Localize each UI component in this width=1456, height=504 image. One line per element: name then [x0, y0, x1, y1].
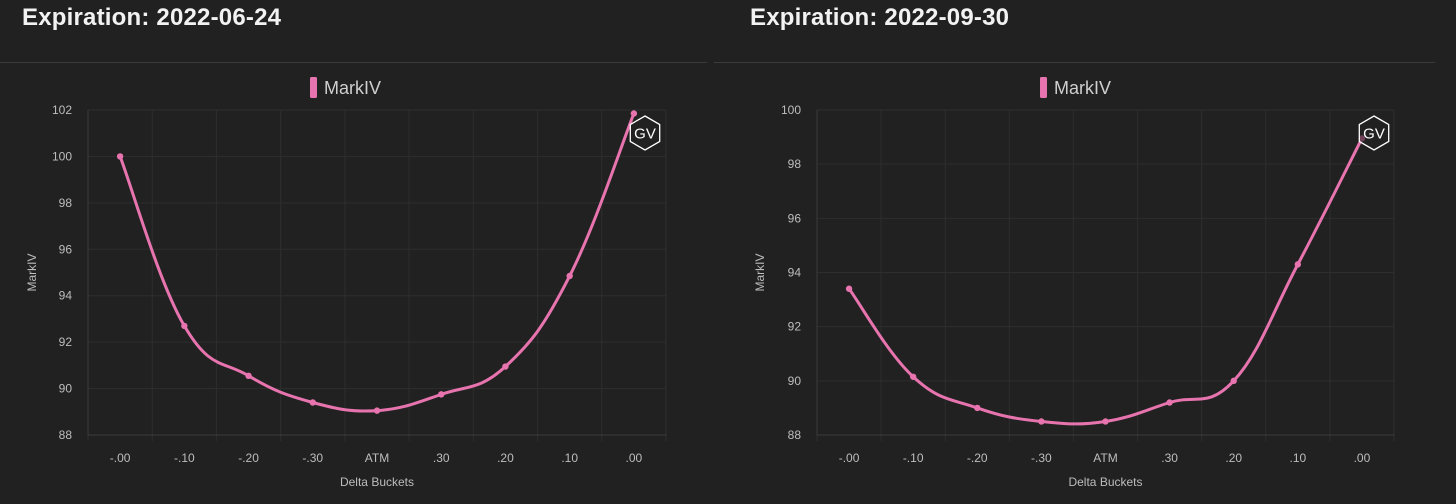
data-point[interactable]	[181, 322, 188, 330]
data-point[interactable]	[630, 110, 638, 117]
x-tick-label: -.30	[1031, 451, 1052, 465]
data-point[interactable]	[1166, 399, 1173, 406]
title-divider	[714, 62, 1435, 63]
markiv-line-chart: 88 90 92 94 96 98 100 102 -.00 -.10 -.20 -.30 ATM .30…	[25, 77, 667, 489]
series-line-markiv	[847, 136, 1364, 426]
hexagon-logo-icon	[629, 115, 661, 151]
grid	[816, 109, 1395, 441]
x-tick-label: .30	[433, 451, 450, 465]
watermark-text: GV	[634, 126, 656, 143]
x-tick-label: .00	[626, 451, 643, 465]
x-tick-label: -.10	[903, 451, 924, 465]
legend-swatch	[1040, 77, 1047, 98]
y-axis-title: MarkIV	[753, 253, 767, 291]
x-tick-label: .20	[1225, 451, 1242, 465]
y-tick-label: 92	[788, 320, 802, 334]
data-point[interactable]	[1294, 261, 1302, 268]
y-tick-label: 90	[59, 382, 73, 396]
y-tick-label: 90	[788, 374, 802, 388]
data-point[interactable]	[845, 285, 853, 292]
y-tick-label: 100	[52, 149, 72, 163]
y-tick-label: 92	[59, 335, 73, 349]
y-tick-label: 94	[788, 266, 802, 280]
hexagon-logo-icon	[1358, 115, 1390, 151]
data-point[interactable]	[1038, 418, 1045, 425]
x-tick-label: ATM	[365, 451, 389, 465]
data-point[interactable]	[373, 407, 381, 414]
x-tick-label: .10	[1289, 451, 1306, 465]
x-axis-title: Delta Buckets	[1068, 475, 1142, 489]
chart-panel-0930: Expiration: 2022-09-30 88 90 92 94 96 98 100 -.…	[714, 0, 1456, 504]
data-point[interactable]	[909, 373, 917, 380]
data-point[interactable]	[309, 399, 316, 406]
y-tick-label: 88	[59, 428, 73, 442]
y-tick-label: 100	[781, 103, 801, 117]
x-tick-label: -.00	[110, 451, 131, 465]
legend[interactable]: MarkIV	[310, 77, 381, 98]
y-tick-label: 96	[59, 242, 73, 256]
data-point[interactable]	[1102, 418, 1109, 425]
data-point[interactable]	[1230, 377, 1237, 385]
expiration-title: Expiration: 2022-06-24	[22, 4, 282, 31]
legend[interactable]: MarkIV	[1040, 77, 1111, 98]
legend-label: MarkIV	[324, 78, 381, 98]
y-axis-title: MarkIV	[25, 253, 39, 291]
x-axis-title: Delta Buckets	[340, 475, 414, 489]
x-tick-label: -.00	[839, 451, 860, 465]
data-point[interactable]	[502, 363, 509, 370]
x-tick-label: -.20	[967, 451, 988, 465]
x-tick-label: .20	[497, 451, 514, 465]
markiv-line-chart: 88 90 92 94 96 98 100 -.00 -.10 -.20 -.30 ATM .30 .20…	[753, 77, 1395, 489]
data-point[interactable]	[438, 391, 445, 398]
y-tick-label: 102	[52, 103, 72, 117]
y-tick-label: 98	[59, 196, 73, 210]
title-divider	[0, 62, 707, 63]
y-tick-label: 96	[788, 211, 802, 225]
data-point[interactable]	[245, 372, 252, 380]
data-point[interactable]	[116, 153, 124, 160]
x-tick-label: .10	[561, 451, 578, 465]
gv-watermark: GV	[629, 115, 661, 151]
legend-swatch	[310, 77, 317, 98]
grid	[87, 109, 667, 441]
x-tick-label: -.30	[302, 451, 323, 465]
data-point[interactable]	[974, 404, 981, 412]
y-tick-label: 98	[788, 157, 802, 171]
y-tick-label: 88	[788, 428, 802, 442]
x-tick-label: -.10	[174, 451, 195, 465]
legend-label: MarkIV	[1054, 78, 1111, 98]
x-tick-label: ATM	[1093, 451, 1117, 465]
watermark-text: GV	[1363, 126, 1385, 143]
y-tick-label: 94	[59, 289, 73, 303]
series-line-markiv	[118, 111, 636, 413]
data-point[interactable]	[566, 272, 573, 280]
x-tick-label: -.20	[238, 451, 259, 465]
gv-watermark: GV	[1358, 115, 1390, 151]
x-tick-label: .30	[1161, 451, 1178, 465]
x-tick-label: .00	[1354, 451, 1371, 465]
expiration-title: Expiration: 2022-09-30	[750, 4, 1010, 31]
chart-panel-0624: Expiration: 2022-06-24 88 90 92 94 96 98 100 10…	[0, 0, 707, 504]
